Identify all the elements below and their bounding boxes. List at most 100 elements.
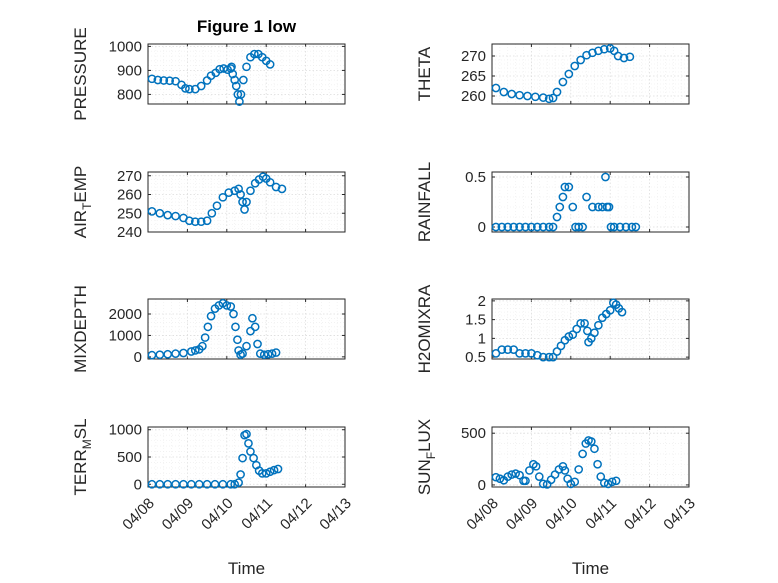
data-point	[527, 222, 536, 232]
data-point	[242, 341, 251, 351]
y-tick-label: 500	[461, 425, 486, 442]
data-point	[548, 352, 558, 362]
data-point	[548, 222, 558, 232]
data-point	[552, 87, 562, 97]
x-tick-label: 04/08	[119, 495, 158, 534]
data-point	[238, 75, 248, 85]
data-point	[236, 90, 246, 99]
data-point	[271, 182, 281, 192]
data-point	[599, 44, 609, 54]
x-tick-label: 04/11	[238, 495, 276, 533]
data-point	[203, 322, 213, 332]
y-tick-label: 260	[461, 88, 486, 105]
data-point	[621, 222, 631, 232]
data-point	[147, 207, 157, 216]
axes-box	[147, 43, 346, 105]
data-point	[605, 305, 615, 315]
data-point	[594, 202, 603, 212]
y-axis-label: AIRTEMP	[71, 166, 94, 239]
data-point	[240, 205, 249, 214]
x-axis-label: Time	[572, 559, 609, 578]
y-tick-label: 240	[117, 224, 142, 241]
data-point	[491, 349, 501, 358]
data-point	[538, 352, 548, 362]
data-point	[200, 333, 210, 342]
y-axis-label-main: SUN	[415, 459, 434, 495]
data-point	[198, 341, 207, 351]
data-point	[538, 222, 548, 232]
y-tick-label: 0.5	[465, 349, 486, 366]
data-point	[244, 439, 253, 448]
data-point	[552, 347, 562, 356]
x-axis-label: Time	[228, 559, 265, 578]
data-point	[261, 469, 271, 478]
panel-7: 0 500 1000 04/08 04/09 04/10 04/11 04/12 04/13 Ti…	[71, 418, 355, 578]
data-point	[224, 188, 234, 197]
data-point	[509, 345, 519, 354]
data-point	[250, 322, 260, 332]
data-point	[572, 324, 582, 334]
y-axis-label-rest: EMP	[71, 166, 90, 203]
data-point	[231, 81, 241, 91]
data-point	[552, 212, 562, 222]
y-tick-label: 1000	[109, 327, 142, 344]
y-axis-label: SUNFLUX	[415, 419, 438, 495]
data-point	[190, 217, 200, 227]
data-point	[521, 349, 530, 358]
data-point	[171, 211, 180, 221]
data-point	[226, 302, 236, 311]
data-point	[578, 449, 587, 459]
data-point	[588, 202, 597, 212]
data-point	[233, 335, 242, 345]
data-point	[576, 319, 586, 328]
data-point	[580, 319, 589, 328]
data-point	[509, 222, 519, 232]
data-point	[532, 222, 542, 232]
data-point	[234, 184, 243, 194]
x-tick-label: 04/11	[582, 495, 620, 533]
panel-6: 0.5 11.5 2 H2OMIXRA	[415, 284, 690, 373]
data-point	[594, 320, 603, 330]
y-axis-label-subscript: F	[424, 452, 438, 459]
y-tick-label: 0.5	[465, 169, 486, 186]
data-point	[521, 476, 530, 486]
data-point	[558, 77, 568, 87]
y-tick-label: 1	[478, 330, 486, 347]
data-point	[568, 202, 578, 212]
data-point	[269, 465, 279, 475]
data-point	[525, 466, 534, 475]
data-point	[250, 49, 259, 59]
y-tick-label: 2000	[109, 306, 142, 323]
data-point	[236, 190, 245, 199]
data-point	[248, 313, 257, 323]
axes-border	[491, 171, 690, 233]
data-point	[153, 75, 163, 85]
y-axis-label-main: AIR	[71, 210, 90, 238]
y-axis-label-rest: LUX	[415, 419, 434, 452]
data-point	[190, 346, 200, 355]
data-point	[181, 84, 190, 93]
data-point	[257, 469, 267, 478]
data-point	[574, 465, 584, 474]
data-point	[560, 466, 570, 475]
data-point	[530, 92, 540, 102]
data-point	[196, 217, 206, 227]
y-tick-label: 1000	[109, 422, 142, 439]
data-point	[497, 222, 507, 232]
data-point	[515, 90, 524, 100]
data-point	[230, 479, 240, 489]
axes-border	[147, 171, 346, 233]
data-point	[615, 222, 625, 232]
data-point	[532, 350, 542, 360]
y-tick-label: 800	[117, 86, 142, 103]
y-tick-label: 270	[117, 168, 142, 185]
data-point	[238, 453, 247, 463]
data-point	[531, 461, 541, 471]
data-point	[596, 472, 606, 482]
panel-4: 0 0.5 RAINFALL	[415, 162, 690, 242]
y-tick-label: 1.5	[465, 312, 486, 329]
data-point	[564, 182, 574, 192]
data-point	[196, 81, 206, 91]
